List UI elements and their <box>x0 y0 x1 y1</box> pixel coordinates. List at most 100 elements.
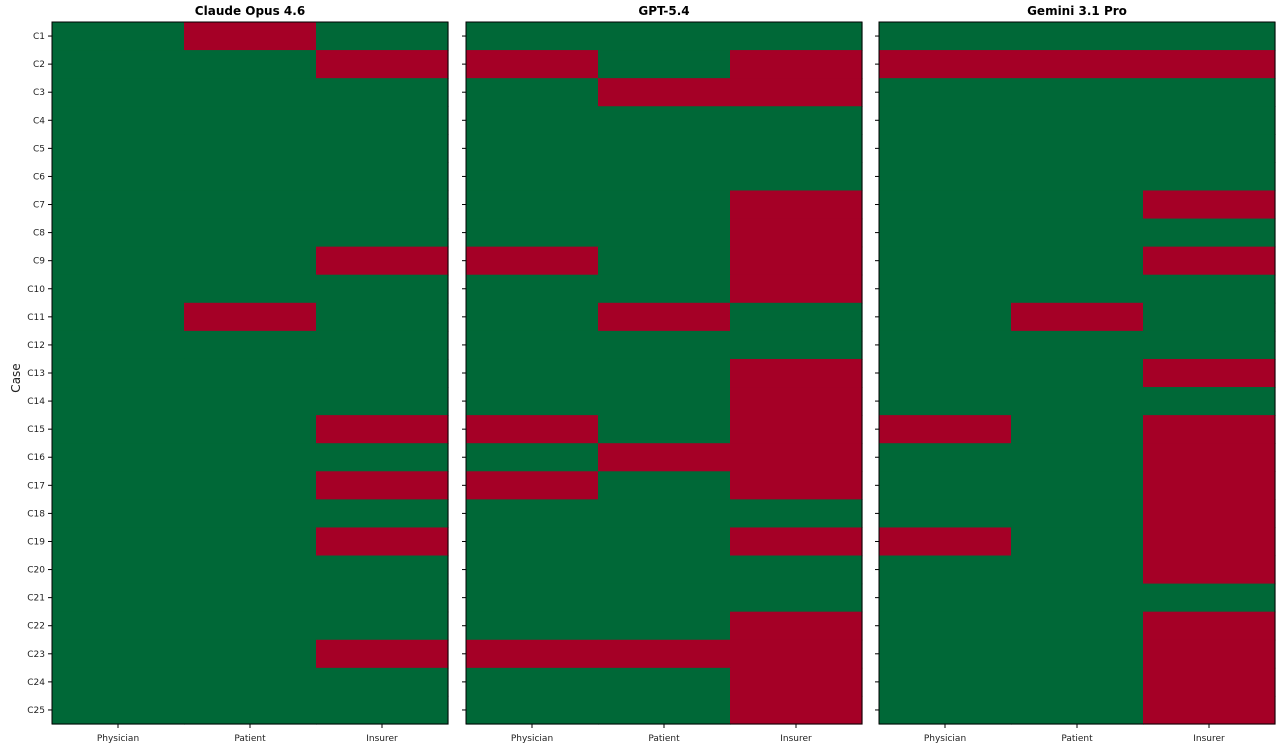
heatmap-cell <box>730 415 863 444</box>
heatmap-cell <box>1143 583 1276 613</box>
heatmap-cell <box>598 190 731 220</box>
heatmap-cell <box>52 667 185 697</box>
y-tick-label: C6 <box>33 172 45 182</box>
heatmap-cell <box>598 134 731 163</box>
heatmap-cell <box>1011 274 1144 304</box>
heatmap-cell <box>730 274 863 304</box>
heatmap-cell <box>1143 78 1276 107</box>
heatmap-cell <box>184 190 317 220</box>
heatmap-cell <box>466 134 599 163</box>
y-tick-label: C21 <box>27 594 45 604</box>
heatmap-cell <box>1011 162 1144 192</box>
y-tick-label: C1 <box>33 32 45 42</box>
heatmap-cell <box>598 218 731 248</box>
heatmap-cell <box>598 274 731 304</box>
heatmap-cell <box>316 611 449 641</box>
heatmap-cell <box>466 639 599 669</box>
heatmap-cell <box>598 499 731 529</box>
heatmap-cell <box>466 583 599 613</box>
y-tick-label: C7 <box>33 201 45 211</box>
heatmap-cell <box>730 78 863 107</box>
heatmap-cell <box>730 387 863 416</box>
heatmap-cell <box>466 415 599 444</box>
heatmap-cell <box>879 387 1012 416</box>
heatmap-panel: Gemini 3.1 Pro Physician Patient Insurer <box>875 4 1276 744</box>
heatmap-cell <box>466 302 599 332</box>
heatmap-cell <box>466 499 599 529</box>
y-tick-label: C3 <box>33 88 45 98</box>
heatmap-cell <box>52 639 185 669</box>
y-tick-label: C15 <box>27 425 45 435</box>
panel-title: GPT-5.4 <box>638 4 689 18</box>
heatmap-cell <box>879 499 1012 529</box>
heatmap-cell <box>730 218 863 248</box>
heatmap-cell <box>184 330 317 360</box>
heatmap-cell <box>1143 134 1276 163</box>
heatmap-cell <box>316 106 449 135</box>
heatmap-cell <box>52 162 185 192</box>
heatmap-cell <box>1011 358 1144 388</box>
heatmap-cell <box>730 471 863 500</box>
heatmap-cell <box>1011 246 1144 276</box>
heatmap-cell <box>1011 78 1144 107</box>
x-tick-label: Patient <box>648 734 680 744</box>
heatmap-cell <box>1143 443 1276 472</box>
heatmap-cell <box>1011 106 1144 135</box>
heatmap-cell <box>316 190 449 220</box>
heatmap-cell <box>316 639 449 669</box>
heatmap-cell <box>879 695 1012 725</box>
heatmap-cell <box>879 190 1012 220</box>
heatmap-cell <box>1011 695 1144 725</box>
y-tick-label: C8 <box>33 229 45 239</box>
heatmap-cell <box>1011 611 1144 641</box>
heatmap-cell <box>1011 22 1144 51</box>
heatmap-cell <box>52 695 185 725</box>
heatmap-cell <box>52 134 185 163</box>
heatmap-cell <box>730 667 863 697</box>
heatmap-cell <box>1011 555 1144 585</box>
heatmap-cell <box>730 134 863 163</box>
heatmap-cell <box>184 611 317 641</box>
heatmap-cell <box>1011 134 1144 163</box>
heatmap-cell <box>598 443 731 472</box>
heatmap-cell <box>184 162 317 192</box>
heatmap-cell <box>879 611 1012 641</box>
heatmap-cell <box>184 639 317 669</box>
heatmap-cell <box>598 527 731 557</box>
heatmap-cell <box>1011 471 1144 500</box>
heatmap-cell <box>1143 639 1276 669</box>
y-tick-label: C14 <box>27 397 45 407</box>
heatmap-cell <box>184 218 317 248</box>
heatmap-cell <box>730 583 863 613</box>
heatmap-cell <box>1143 415 1276 444</box>
heatmap-cell <box>466 330 599 360</box>
heatmap-cell <box>1143 611 1276 641</box>
x-tick-label: Physician <box>97 734 139 744</box>
heatmap-cell <box>52 555 185 585</box>
heatmap-cell <box>598 639 731 669</box>
heatmap-cell <box>184 583 317 613</box>
heatmap-cell <box>316 415 449 444</box>
heatmap-cell <box>466 246 599 276</box>
heatmap-cell <box>184 274 317 304</box>
heatmap-cell <box>1143 274 1276 304</box>
heatmap-cell <box>598 387 731 416</box>
heatmap-cell <box>879 527 1012 557</box>
heatmap-cell <box>466 50 599 79</box>
heatmap-cell <box>598 583 731 613</box>
heatmap-cell <box>184 78 317 107</box>
heatmap-cell <box>316 302 449 332</box>
heatmap-cell <box>879 218 1012 248</box>
heatmap-cell <box>184 527 317 557</box>
heatmap-cell <box>1011 443 1144 472</box>
heatmap-cell <box>184 555 317 585</box>
heatmap-cell <box>1143 695 1276 725</box>
heatmap-cell <box>1143 246 1276 276</box>
heatmap-cell <box>1011 527 1144 557</box>
heatmap-cell <box>1143 106 1276 135</box>
heatmap-cell <box>184 246 317 276</box>
heatmap-cell <box>466 471 599 500</box>
heatmap-cell <box>730 50 863 79</box>
panel-title: Gemini 3.1 Pro <box>1027 4 1127 18</box>
heatmap-cell <box>316 134 449 163</box>
